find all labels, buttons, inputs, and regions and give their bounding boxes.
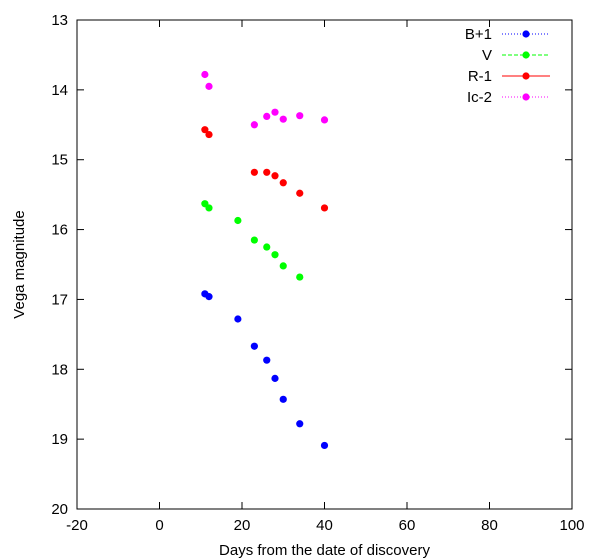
legend: B+1 V R-1 Ic-2	[465, 26, 550, 106]
data-point	[279, 262, 287, 270]
data-point	[205, 130, 213, 139]
y-tick-label: 17	[51, 291, 68, 308]
data-point	[279, 395, 287, 403]
data-point	[296, 420, 304, 428]
data-point	[250, 236, 258, 244]
series-4	[201, 70, 329, 129]
x-tick-label: 40	[316, 517, 333, 534]
data-point	[234, 315, 242, 323]
data-point	[320, 204, 329, 212]
x-axis-title: Days from the date of discovery	[219, 542, 430, 559]
data-point	[250, 121, 258, 129]
y-tick-label: 13	[51, 12, 68, 29]
data-point	[201, 70, 209, 79]
data-point	[263, 168, 271, 176]
data-point	[296, 273, 304, 281]
y-tick-label: 20	[51, 501, 68, 518]
data-point	[296, 112, 304, 120]
x-tick-label: 80	[481, 517, 498, 534]
y-tick-label: 19	[51, 431, 68, 448]
legend-label: Ic-2	[467, 89, 492, 106]
y-tick-label: 16	[51, 222, 68, 239]
y-tick-label: 14	[51, 82, 68, 99]
data-point	[234, 216, 242, 225]
data-points	[201, 70, 329, 450]
data-point	[250, 342, 258, 350]
data-point	[205, 204, 213, 212]
data-point	[279, 179, 287, 187]
axis-ticks: -20 0 20 40 60 80 100 13 14 15 16 17 18 19 20	[51, 12, 584, 534]
legend-marker	[522, 93, 530, 101]
data-point	[205, 293, 213, 301]
data-point	[271, 172, 279, 180]
legend-marker	[522, 51, 530, 59]
data-point	[279, 115, 287, 123]
legend-label: R-1	[468, 68, 492, 85]
data-point	[271, 251, 279, 259]
series-1	[201, 290, 329, 450]
data-point	[201, 126, 209, 134]
data-point	[271, 108, 279, 116]
legend-marker	[522, 72, 530, 80]
data-point	[320, 116, 329, 124]
data-point	[263, 356, 271, 364]
data-point	[320, 441, 329, 450]
data-point	[296, 189, 304, 197]
x-tick-label: -20	[66, 517, 88, 534]
y-tick-label: 15	[51, 152, 68, 169]
series-3	[201, 126, 329, 212]
legend-label: B+1	[465, 26, 492, 43]
y-tick-label: 18	[51, 361, 68, 378]
data-point	[271, 374, 279, 382]
data-point	[263, 243, 271, 251]
data-point	[263, 112, 271, 121]
x-tick-label: 60	[399, 517, 416, 534]
legend-marker	[522, 30, 530, 38]
x-tick-label: 0	[155, 517, 163, 534]
plot-frame	[76, 19, 573, 510]
x-tick-label: 100	[559, 517, 584, 534]
data-point	[205, 82, 213, 90]
x-tick-label: 20	[234, 517, 251, 534]
y-axis-title: Vega magnitude	[11, 210, 28, 318]
data-point	[250, 168, 258, 176]
series-2	[201, 200, 304, 281]
legend-label: V	[482, 47, 492, 64]
